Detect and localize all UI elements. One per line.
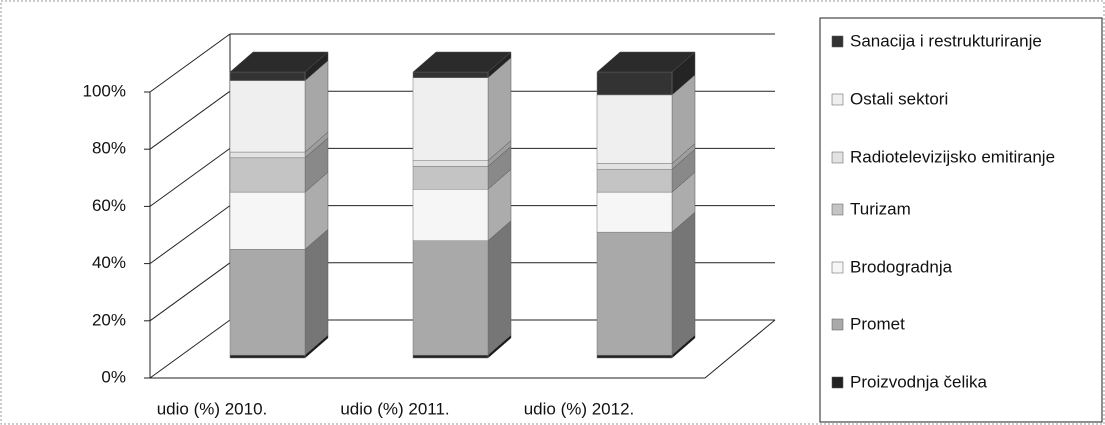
y-tick-label: 80%: [92, 139, 126, 158]
legend-label: Brodogradnja: [850, 257, 953, 276]
legend-box: [819, 17, 1103, 423]
bar: [596, 163, 673, 170]
bar: [229, 191, 306, 250]
legend-label: Turizam: [850, 199, 911, 218]
grid-line: [149, 319, 231, 379]
x-tick-label: udio (%) 2010.: [157, 399, 268, 418]
bar: [412, 189, 489, 241]
legend-label: Radiotelevizijsko emitiranje: [850, 147, 1055, 166]
grid-line: [149, 205, 231, 265]
bar: [412, 71, 489, 78]
legend-swatch: [831, 151, 844, 164]
grid-line: [149, 33, 231, 93]
grid-line: [149, 90, 231, 150]
floor-edge: [704, 319, 776, 379]
y-tick-label: 60%: [92, 196, 126, 215]
bar: [229, 157, 306, 193]
bar: [229, 80, 306, 153]
x-tick-label: udio (%) 2011.: [340, 399, 449, 418]
bar: [596, 94, 673, 164]
bar-side: [487, 220, 512, 356]
y-tick-label: 0%: [101, 367, 126, 386]
legend-swatch: [831, 376, 844, 389]
bar: [596, 231, 673, 356]
x-tick-label: udio (%) 2012.: [524, 399, 635, 418]
y-tick-label: 40%: [92, 253, 126, 272]
legend-swatch: [831, 261, 844, 274]
bar: [596, 71, 673, 96]
bar: [412, 77, 489, 161]
legend-swatch: [831, 93, 844, 106]
legend-label: Ostali sektori: [850, 89, 948, 108]
bar: [229, 249, 306, 356]
y-tick-label: 20%: [92, 310, 126, 329]
legend-swatch: [831, 35, 844, 48]
bar-top: [412, 51, 512, 73]
grid-line: [149, 262, 231, 322]
y-tick-label: 100%: [83, 81, 126, 100]
bar: [412, 354, 489, 359]
legend-label: Sanacija i restrukturiranje: [850, 31, 1042, 50]
bar: [229, 354, 306, 359]
bar: [412, 166, 489, 190]
bar: [229, 151, 306, 159]
bar-side: [304, 228, 329, 356]
bar: [412, 240, 489, 356]
bar: [596, 191, 673, 233]
bar-top: [596, 51, 696, 73]
bar: [596, 168, 673, 193]
bar-side: [671, 211, 696, 356]
legend-label: Promet: [850, 314, 905, 333]
legend-label: Proizvodnja čelika: [850, 372, 988, 391]
bar: [229, 71, 306, 81]
bar: [412, 160, 489, 167]
bar-top: [229, 51, 329, 73]
grid-line: [149, 147, 231, 207]
legend-swatch: [831, 203, 844, 216]
legend-swatch: [831, 318, 844, 331]
bar: [596, 354, 673, 359]
